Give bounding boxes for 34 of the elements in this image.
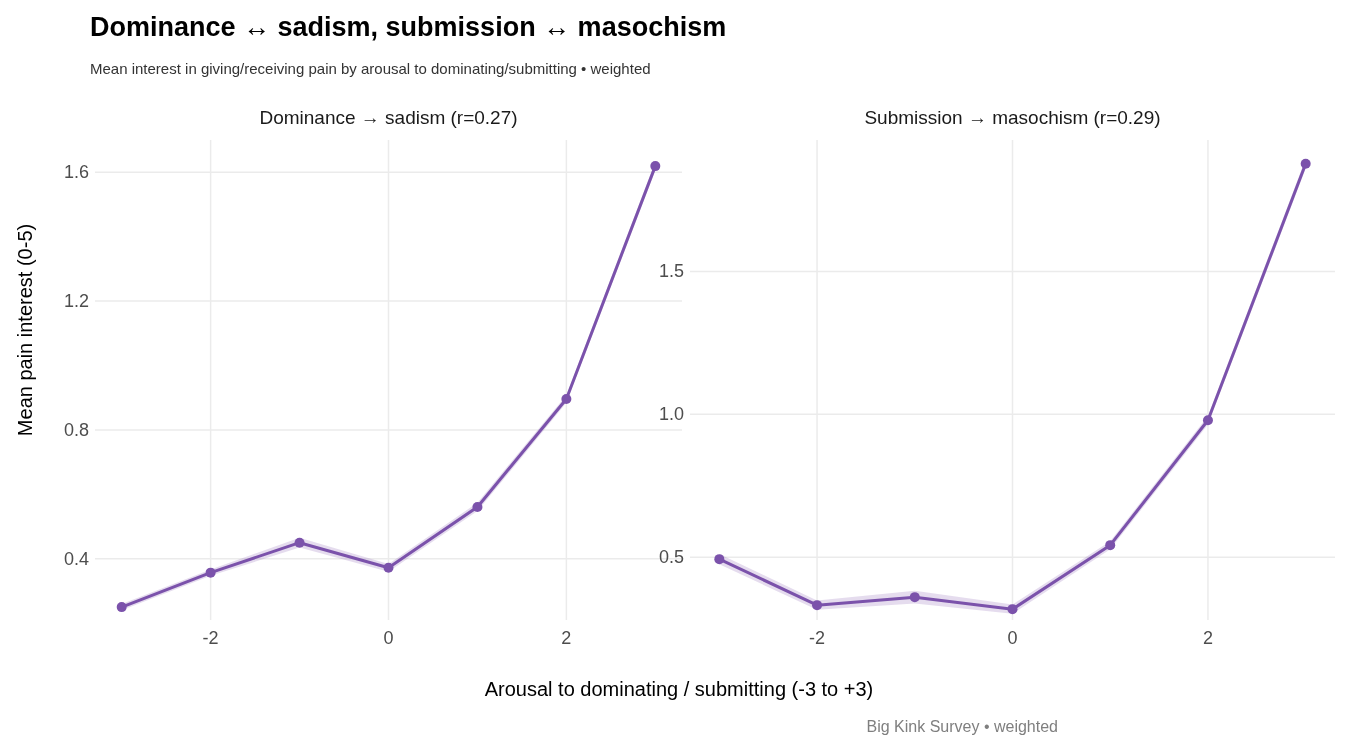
point <box>714 554 725 565</box>
point <box>812 600 823 611</box>
x-tick-label: -2 <box>202 628 219 648</box>
text: Big Kink Survey • weighted <box>866 718 1058 735</box>
point <box>1300 158 1311 169</box>
point <box>205 567 216 578</box>
y-axis-title: Mean pain interest (0-5) <box>14 223 36 437</box>
point <box>1105 540 1116 551</box>
x-tick-label: 2 <box>561 628 572 648</box>
point <box>909 592 920 603</box>
point <box>294 537 305 548</box>
x-tick-label: -2 <box>809 628 826 648</box>
y-tick-label: 1.0 <box>658 404 684 425</box>
x-tick-label: 0 <box>1007 628 1018 648</box>
x-tick-label: 0 <box>383 628 394 648</box>
y-tick-label: 1.5 <box>658 261 684 282</box>
y-tick-label: 0.4 <box>63 548 89 569</box>
point <box>650 161 661 172</box>
y-tick-label: 0.8 <box>63 419 89 440</box>
point <box>116 602 127 613</box>
point <box>561 394 572 405</box>
point <box>383 562 394 573</box>
chart-title: Submission → masochism (r=0.29) <box>864 107 1161 128</box>
text: Dominance ↔ sadism, submission ↔ masochism <box>90 12 727 42</box>
x-tick-label: 2 <box>1202 628 1213 648</box>
point <box>1007 604 1018 615</box>
x-axis-title: Arousal to dominating / submitting (-3 to +3) <box>484 678 874 700</box>
y-tick-label: 0.5 <box>658 547 684 568</box>
point <box>1202 415 1213 426</box>
point <box>472 501 483 512</box>
y-tick-label: 1.2 <box>63 291 89 312</box>
chart-title: Dominance → sadism (r=0.27) <box>259 107 518 128</box>
y-tick-label: 1.6 <box>63 162 89 183</box>
text: Mean interest in giving/receiving pain by arousal to dominating/submitting • weighted <box>90 60 651 77</box>
